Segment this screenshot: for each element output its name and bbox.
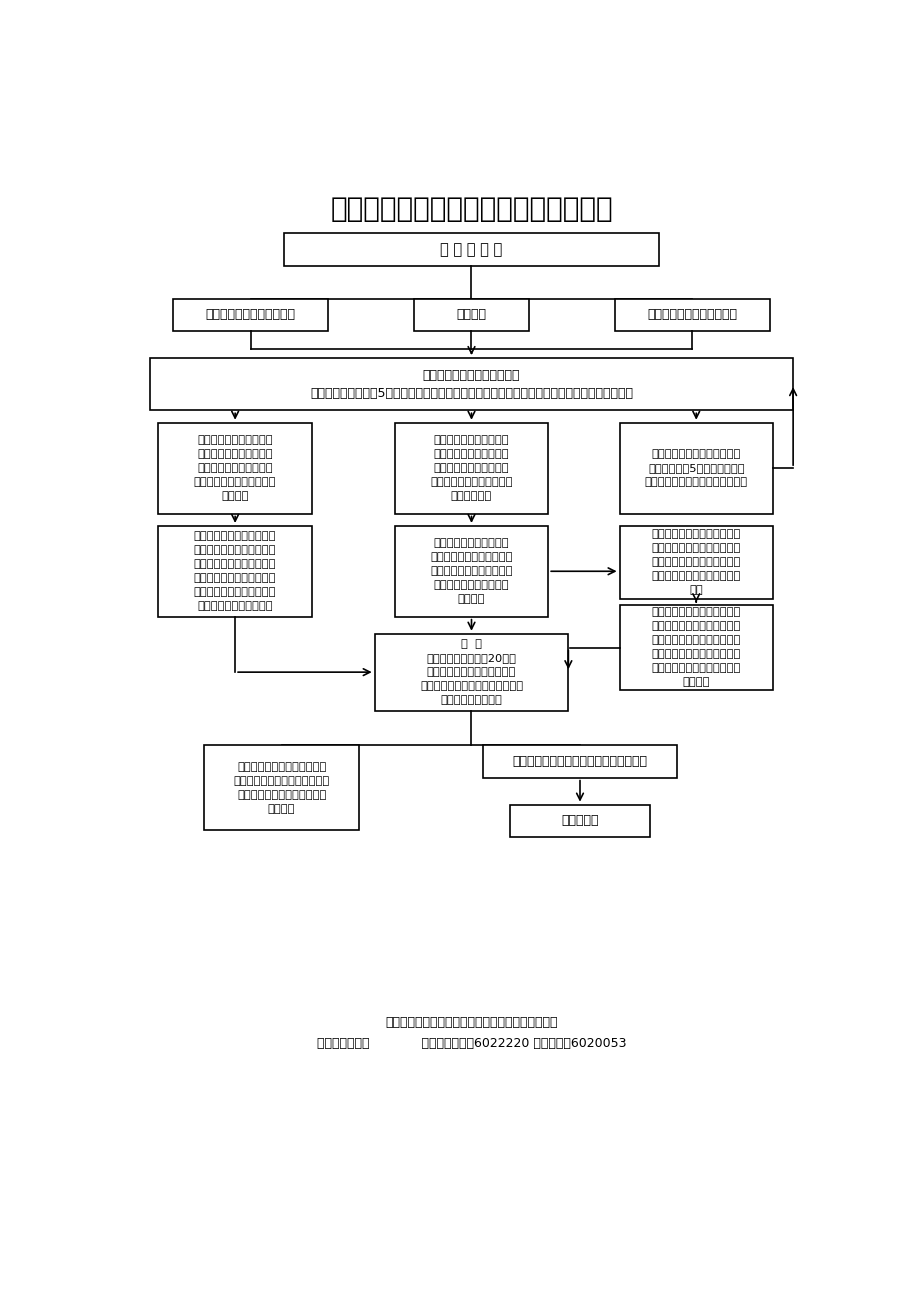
Bar [618,423,772,513]
Bar [618,605,772,690]
Text: 不属于许可范畴或不属于
本机关职权范围的，不予
受理，出具《不予受理通
知书》。告知申请人向有关
部门申请: 不属于许可范畴或不属于 本机关职权范围的，不予 受理，出具《不予受理通 知书》。… [194,435,276,501]
Text: 窗口服务电话：             市容大队电话：6022220 监督电话：6020053: 窗口服务电话： 市容大队电话：6022220 监督电话：6020053 [316,1036,626,1049]
Text: 许可事项直接涉及申请人与他
人之间重大利益关系的，行政
机关应告知申请人、利害关系
人享有要求听证的权利；依法
要求听证的，行政机关应当组
织听证。: 许可事项直接涉及申请人与他 人之间重大利益关系的，行政 机关应告知申请人、利害关… [651,608,740,687]
Bar [204,745,358,829]
Text: 申请材料齐全、符合法定
形式，或者申请人按照本
行政机关的要求提交全部
补正申请材料的，出具《受
理通知书》。: 申请材料齐全、符合法定 形式，或者申请人按照本 行政机关的要求提交全部 补正申请… [430,435,512,501]
Text: 传真、电子邮件等方式申请: 传真、电子邮件等方式申请 [647,309,736,322]
Bar [414,298,528,331]
Bar [173,298,328,331]
Bar [618,526,772,599]
Bar [394,423,548,513]
Bar [374,634,568,711]
Text: 申请人提交的申请材料齐
全、符合法定形式，行政机
关能够当场作出决定的，应
当当场作出书面的行政许
可决定。: 申请人提交的申请材料齐 全、符合法定形式，行政机 关能够当场作出决定的，应 当当… [430,538,512,604]
Text: 承办机构：县政务服务中心城管局窗口（市容大队）: 承办机构：县政务服务中心城管局窗口（市容大队） [385,1016,557,1029]
Text: 材料不齐全或者不符合法定形
式的，当场或5个工作日内退回
材料，发放一次性《补正告知》。: 材料不齐全或者不符合法定形 式的，当场或5个工作日内退回 材料，发放一次性《补正… [644,449,747,487]
Bar [284,233,658,266]
Bar [150,358,792,410]
Text: 一、大型户外广告设置审批事项流程图: 一、大型户外广告设置审批事项流程图 [330,194,612,223]
Text: 申 请 人 申 请: 申 请 人 申 请 [440,242,502,256]
Text: 邮寄申请: 邮寄申请 [456,309,486,322]
Text: 到县政务中心大厅提出申请: 到县政务中心大厅提出申请 [206,309,295,322]
Text: 作出不予许可的决定，发《驳
回通知书》，说明理由，并告知
依法申请复议、提起行政诉讼
的权利。: 作出不予许可的决定，发《驳 回通知书》，说明理由，并告知 依法申请复议、提起行政… [233,762,329,814]
Bar [394,526,548,617]
Bar [158,526,312,617]
Bar [158,423,312,513]
Bar [510,805,649,837]
Text: 县政务中心大厅城管窗口受理
收到申请材料当场或5个工作日内完成申请材料的受理工作。材料可当场更正的，允许当场更正。: 县政务中心大厅城管窗口受理 收到申请材料当场或5个工作日内完成申请材料的受理工作… [310,368,632,400]
Text: 决  定
依法当场或在受理后20日内
作出许可或不予许可的决定。
（以传真、电子邮件申请受理的，
自收到原件起计算）: 决 定 依法当场或在受理后20日内 作出许可或不予许可的决定。 （以传真、电子邮… [419,639,523,706]
Text: 行政机关发现申请的事项直
接关系他人重大利益的，应
告知利害关系人，申请人和
利害关系人有权进行陈述和
申辩，行政机关应当听取申
请人和利害关系人的意见: 行政机关发现申请的事项直 接关系他人重大利益的，应 告知利害关系人，申请人和 利… [194,531,276,611]
Bar [482,745,676,777]
Text: 依法应当听证的或行政机关认
为需要听证的，行政机关应当
向社会公告，并举行听证。如
果需要现场勘验的，进行现场
勘验: 依法应当听证的或行政机关认 为需要听证的，行政机关应当 向社会公告，并举行听证。… [651,530,740,595]
Bar [614,298,769,331]
Text: 作出准予的书面决定，发《核准通知书》: 作出准予的书面决定，发《核准通知书》 [512,755,647,768]
Text: 送达后办结: 送达后办结 [561,814,598,827]
